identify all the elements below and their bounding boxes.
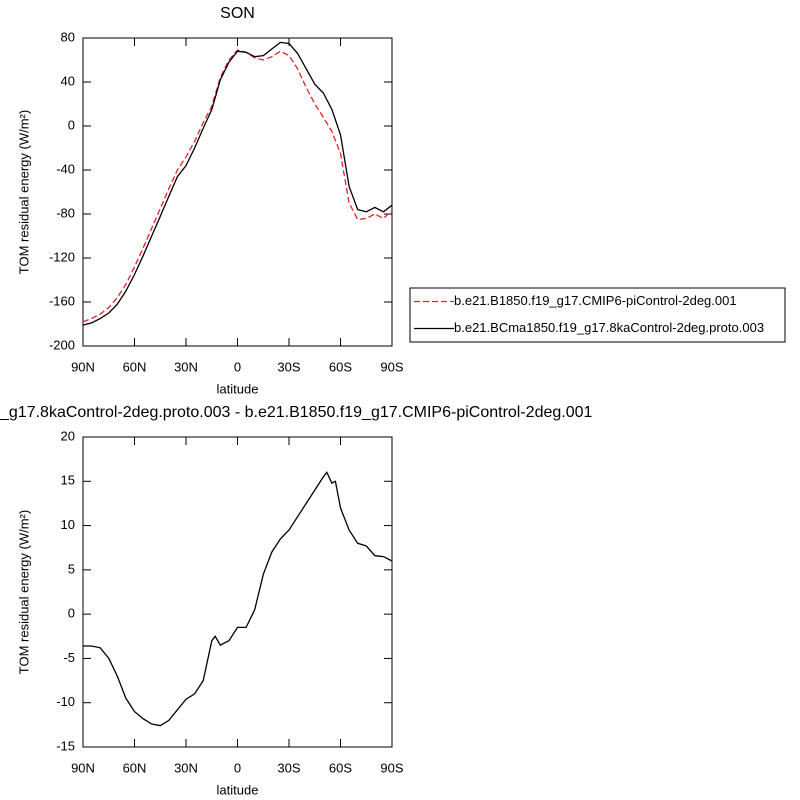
line-series — [83, 471, 393, 727]
x-tick-label: 60S — [329, 760, 352, 775]
x-tick-label: 90N — [71, 760, 95, 775]
plot-frame — [82, 436, 393, 748]
chart-title: SON — [220, 5, 255, 22]
y-tick-label: 40 — [61, 73, 75, 88]
y-tick-label: -10 — [56, 694, 75, 709]
x-tick-label: 30N — [174, 359, 198, 374]
y-tick-label: -160 — [49, 293, 75, 308]
x-tick-label: 0 — [234, 359, 241, 374]
x-tick-label: 60N — [123, 359, 147, 374]
x-tick-label: 30S — [277, 359, 300, 374]
y-tick-label: -200 — [49, 337, 75, 352]
y-tick-label: 0 — [68, 606, 75, 621]
chart-title: _g17.8kaControl-2deg.proto.003 - b.e21.B… — [0, 404, 593, 421]
x-tick-label: 90N — [71, 359, 95, 374]
x-tick-label: 90S — [380, 359, 403, 374]
plot-frame — [82, 37, 393, 347]
x-tick-label: 60N — [123, 760, 147, 775]
y-tick-label: 0 — [68, 117, 75, 132]
line-series — [82, 41, 393, 326]
line-series — [82, 49, 393, 323]
y-tick-label: 10 — [61, 517, 75, 532]
x-tick-label: 30N — [174, 760, 198, 775]
y-axis-label: TOM residual energy (W/m²) — [16, 110, 31, 274]
y-tick-label: -40 — [56, 161, 75, 176]
y-tick-label: 15 — [61, 473, 75, 488]
x-tick-label: 0 — [234, 760, 241, 775]
x-tick-label: 60S — [329, 359, 352, 374]
y-tick-label: -80 — [56, 205, 75, 220]
y-tick-label: -15 — [56, 738, 75, 753]
x-tick-label: 90S — [380, 760, 403, 775]
x-axis-label: latitude — [217, 381, 259, 396]
y-tick-label: 5 — [68, 561, 75, 576]
x-tick-label: 30S — [277, 760, 300, 775]
y-tick-label: 20 — [61, 428, 75, 443]
y-axis-label: TOM residual energy (W/m²) — [16, 510, 31, 674]
y-tick-label: 80 — [61, 29, 75, 44]
legend-label: b.e21.B1850.f19_g17.CMIP6-piControl-2deg… — [454, 293, 737, 308]
y-tick-label: -5 — [63, 650, 75, 665]
x-axis-label: latitude — [217, 782, 259, 797]
y-tick-label: -120 — [49, 249, 75, 264]
legend-box — [409, 287, 786, 343]
legend-label: b.e21.BCma1850.f19_g17.8kaControl-2deg.p… — [454, 320, 764, 335]
